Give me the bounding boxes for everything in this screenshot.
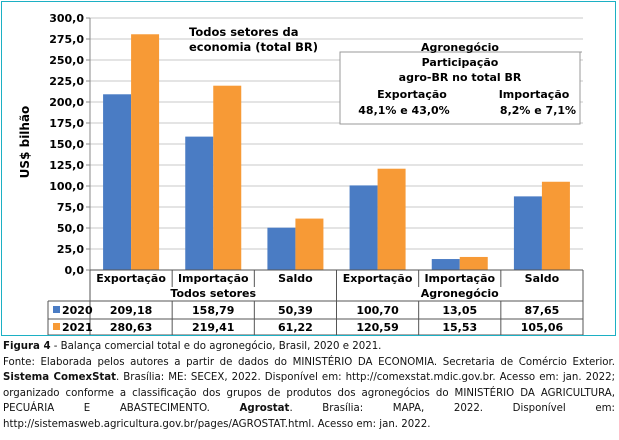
- legend-swatch-2020: [53, 306, 60, 313]
- bar-2021-4: [459, 256, 488, 270]
- share-box-line1: Participação: [422, 56, 499, 69]
- table-value: 120,59: [356, 321, 398, 334]
- bar-2020-1: [185, 136, 214, 270]
- legend-label-2021: 2021: [62, 321, 93, 334]
- agro-annotation-title: Agronegócio: [421, 41, 499, 54]
- bar-chart: 0,0 25,0 50,0 75,0 100,0 125,0 150,0 175,0 200,0…: [18, 12, 584, 335]
- y-tick-label: 275,0: [49, 33, 84, 46]
- x-category-label: Importação: [424, 272, 495, 285]
- table-value: 209,18: [110, 304, 152, 317]
- agro-share-box: [339, 51, 581, 125]
- y-tick-label: 125,0: [49, 159, 84, 172]
- x-category-label: Exportação: [343, 272, 413, 285]
- bar-2020-5: [513, 196, 542, 270]
- x-category-label: Exportação: [96, 272, 166, 285]
- y-tick-label: 100,0: [49, 180, 84, 193]
- bar-2021-1: [213, 85, 242, 270]
- share-import-value: 8,2% e 7,1%: [500, 104, 576, 117]
- table-value: 61,22: [278, 321, 313, 334]
- y-tick-label: 300,0: [49, 12, 84, 25]
- y-tick-label: 0,0: [65, 264, 85, 277]
- table-value: 87,65: [525, 304, 560, 317]
- caption-source-part3: . Brasília: MAPA, 2022. Disponível em: h…: [3, 403, 615, 430]
- caption-figure-label: Figura 4: [3, 341, 51, 352]
- table-value: 100,70: [356, 304, 399, 317]
- y-tick-label: 175,0: [49, 117, 84, 130]
- bar-2021-0: [131, 34, 160, 271]
- caption-source-part2: . Brasília: ME: SECEX, 2022. Disponível …: [3, 372, 616, 415]
- legend-swatch-2021: [53, 323, 60, 330]
- y-axis-ticks: 0,0 25,0 50,0 75,0 100,0 125,0 150,0 175,0 200,0…: [49, 12, 91, 277]
- data-table: Exportação Importação Saldo Exportação Impor…: [47, 269, 584, 335]
- y-axis-label: US$ bilhão: [18, 106, 32, 179]
- bar-2021-2: [295, 218, 324, 270]
- figure-caption: Figura 4 - Balança comercial total e do …: [3, 339, 615, 433]
- todos-annotation-line2: economia (total BR): [189, 40, 318, 54]
- share-import-label: Importação: [499, 88, 570, 101]
- table-value: 158,79: [192, 304, 234, 317]
- y-tick-label: 50,0: [57, 222, 84, 235]
- y-tick-label: 75,0: [57, 201, 84, 214]
- caption-source-bold1: Sistema ComexStat: [3, 372, 117, 384]
- bar-2020-4: [431, 259, 460, 270]
- x-group-label: Agronegócio: [421, 287, 499, 300]
- x-category-label: Saldo: [525, 272, 560, 285]
- table-value: 105,06: [521, 321, 564, 334]
- caption-source-bold2: Agrostat: [239, 403, 290, 415]
- bar-2021-5: [541, 181, 570, 270]
- y-tick-label: 150,0: [49, 138, 84, 151]
- table-value: 13,05: [442, 304, 477, 317]
- bar-2020-0: [103, 94, 132, 270]
- x-category-label: Saldo: [278, 272, 313, 285]
- y-tick-label: 25,0: [57, 243, 84, 256]
- y-tick-label: 225,0: [49, 75, 84, 88]
- bar-2021-3: [377, 168, 406, 270]
- share-export-value: 48,1% e 43,0%: [358, 104, 449, 117]
- caption-source-part1: Fonte: Elaborada pelos autores a partir …: [3, 356, 615, 368]
- y-tick-label: 250,0: [49, 54, 84, 67]
- x-group-label: Todos setores: [170, 287, 256, 300]
- caption-source: Fonte: Elaborada pelos autores a partir …: [3, 355, 615, 433]
- caption-figure-title: - Balança comercial total e do agronegóc…: [50, 341, 382, 352]
- caption-title: Figura 4 - Balança comercial total e do …: [3, 339, 615, 355]
- share-box-line2: agro-BR no total BR: [399, 71, 522, 84]
- table-value: 50,39: [278, 304, 313, 317]
- share-export-label: Exportação: [377, 88, 447, 101]
- table-value: 219,41: [192, 321, 234, 334]
- table-value: 15,53: [442, 321, 477, 334]
- todos-annotation-line1: Todos setores da: [189, 25, 299, 39]
- chart-frame: 0,0 25,0 50,0 75,0 100,0 125,0 150,0 175,0 200,0…: [1, 1, 616, 336]
- bar-2020-3: [349, 185, 378, 270]
- y-tick-label: 200,0: [49, 96, 84, 109]
- legend-label-2020: 2020: [62, 304, 93, 317]
- bars: [103, 34, 570, 271]
- table-value: 280,63: [110, 321, 152, 334]
- x-category-label: Importação: [178, 272, 249, 285]
- bar-2020-2: [267, 227, 296, 270]
